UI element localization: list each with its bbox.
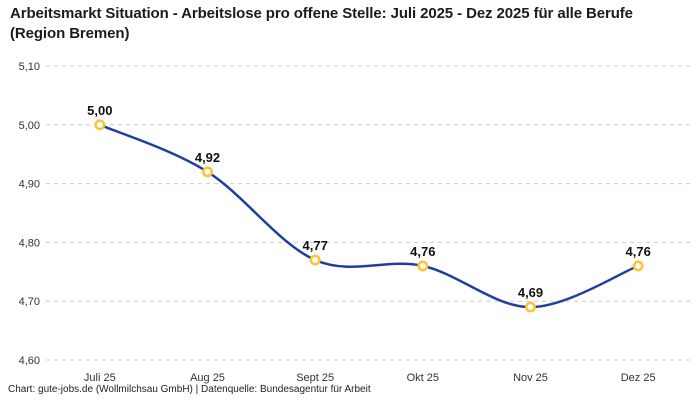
data-series-line: [98, 123, 640, 309]
chart-credit: Chart: gute-jobs.de (Wollmilchsau GmbH) …: [8, 384, 371, 395]
y-axis-tick-label: 4,80: [19, 237, 40, 249]
x-axis-tick-label: Nov 25: [513, 372, 548, 384]
data-point-marker[interactable]: [94, 119, 106, 131]
y-axis-tick-label: 4,90: [19, 179, 40, 191]
data-point-label: 4,76: [410, 244, 435, 259]
data-point-marker[interactable]: [632, 260, 644, 272]
y-axis-tick-label: 5,10: [19, 61, 40, 73]
x-axis-tick-label: Juli 25: [84, 372, 116, 384]
x-axis-tick-label: Aug 25: [190, 372, 225, 384]
y-axis-tick-label: 5,00: [19, 120, 40, 132]
data-point-marker[interactable]: [525, 301, 536, 313]
data-point-marker[interactable]: [309, 254, 321, 266]
data-point-label: 4,77: [303, 238, 328, 253]
data-point-label: 5,00: [87, 103, 112, 118]
data-point-label: 4,76: [626, 244, 651, 259]
data-point-label: 4,92: [195, 150, 220, 165]
x-axis-tick-label: Dez 25: [621, 372, 656, 384]
data-point-label: 4,69: [518, 285, 543, 300]
chart-title: Arbeitsmarkt Situation - Arbeitslose pro…: [10, 5, 633, 42]
x-axis-tick-label: Okt 25: [407, 372, 439, 384]
y-axis-tick-label: 4,60: [19, 355, 40, 367]
x-axis-tick-label: Sept 25: [296, 372, 334, 384]
data-point-marker[interactable]: [417, 260, 429, 272]
data-point-marker[interactable]: [202, 166, 213, 178]
y-axis-tick-label: 4,70: [19, 296, 40, 308]
